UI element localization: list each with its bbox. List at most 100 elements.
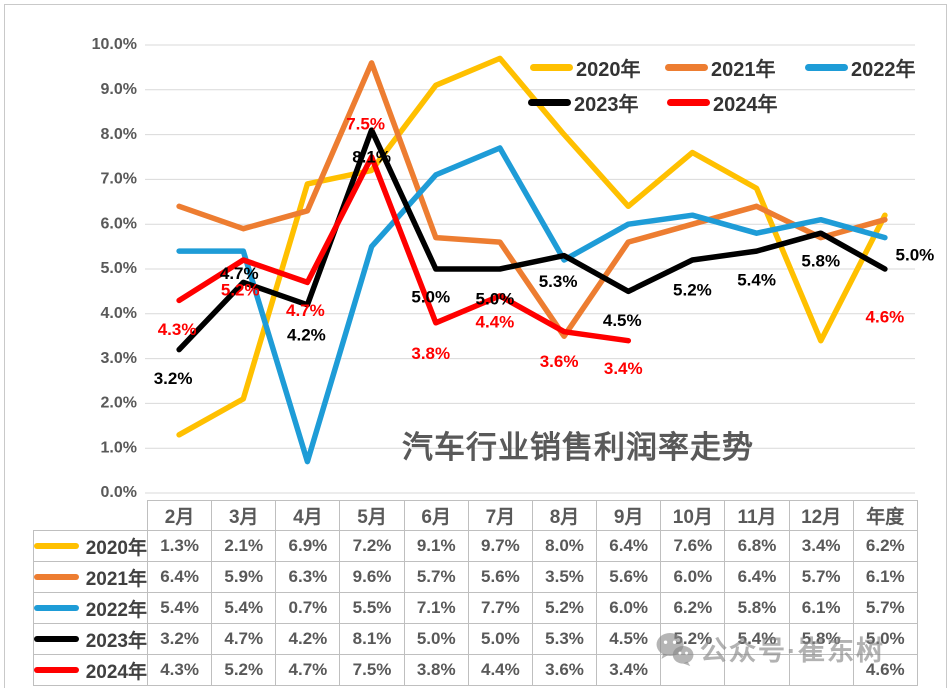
series-line-2021年 — [176, 60, 888, 339]
table-value-cell — [660, 654, 726, 686]
table-value-cell: 5.2% — [660, 623, 726, 655]
point-labels-2023年: 3.2% 4.7% 4.2% 8.1% 5.0% 5.0% 5.3% 4.5% 5.2% 5.4%… — [154, 148, 935, 389]
data-label: 3.6% — [540, 352, 579, 371]
table-header-cell: 11月 — [724, 500, 790, 531]
table-row: 2023年 3.2% 4.7% 4.2% 8.1% 5.0% 5.0% 5.3% 4.5% 5.2… — [33, 623, 918, 655]
series-name: 2021年 — [85, 568, 147, 590]
table-value-cell: 6.1% — [788, 592, 854, 624]
series-name: 2020年 — [85, 537, 147, 559]
table-value-cell: 7.5% — [339, 654, 405, 686]
year-row-label: 2022年 — [33, 592, 148, 624]
legend-key-line — [667, 98, 710, 106]
series-line-2022年 — [176, 145, 888, 465]
table-value-cell: 5.5% — [339, 592, 405, 624]
table-value-cell: 4.5% — [596, 623, 662, 655]
table-value-cell: 6.0% — [660, 561, 726, 593]
legend-item-2022: 2022年 — [805, 56, 916, 81]
data-label: 5.4% — [737, 271, 776, 290]
data-label: 4.3% — [158, 320, 197, 339]
data-label: 5.2% — [221, 281, 260, 300]
table-value-cell: 3.6% — [531, 654, 598, 686]
table-value-cell: 6.0% — [596, 592, 662, 624]
table-value-cell: 4.6% — [852, 654, 918, 686]
data-label: 5.8% — [801, 252, 840, 271]
year-row-label: 2020年 — [33, 530, 148, 562]
table-value-cell: 5.8% — [724, 592, 790, 624]
table-value-cell: 7.6% — [660, 530, 726, 562]
series-key-line — [34, 636, 79, 642]
legend-key-line — [528, 98, 571, 106]
table-header-cell: 年度 — [852, 500, 918, 531]
legend-item-2023: 2023年 — [528, 91, 639, 116]
table-value-cell: 4.3% — [146, 654, 213, 686]
table-header-cell: 10月 — [660, 500, 726, 531]
legend-label: 2020年 — [576, 58, 641, 81]
point-labels-2024年: 4.3%5.2%4.7%7.5%3.8%4.4%3.6% 3.4%4.6% — [158, 114, 905, 378]
series-name: 2022年 — [85, 599, 147, 621]
table-value-cell: 5.0% — [467, 623, 533, 655]
data-label: 4.2% — [287, 325, 326, 344]
legend-key-line — [665, 63, 708, 71]
year-row-label: 2024年 — [33, 654, 148, 686]
table-value-cell: 7.7% — [467, 592, 533, 624]
y-tick-label: 8.0% — [101, 126, 137, 143]
y-tick-label: 6.0% — [101, 215, 137, 232]
data-label: 3.4% — [604, 359, 643, 378]
legend-label: 2023年 — [574, 93, 639, 116]
table-value-cell: 9.6% — [339, 561, 405, 593]
table-value-cell: 5.6% — [467, 561, 533, 593]
table-value-cell: 5.2% — [211, 654, 277, 686]
table-corner-blank — [33, 500, 148, 531]
table-value-cell: 3.2% — [146, 623, 213, 655]
series-key-line — [34, 543, 79, 549]
series-key-line — [34, 574, 79, 580]
table-value-cell: 5.4% — [146, 592, 213, 624]
table-header-cell: 7月 — [467, 500, 533, 531]
table-value-cell: 3.5% — [531, 561, 598, 593]
y-tick-label: 10.0% — [92, 36, 137, 53]
table-value-cell: 3.4% — [788, 530, 854, 562]
table-value-cell: 7.2% — [339, 530, 405, 562]
series-line-2024年 — [179, 157, 885, 341]
legend-key-line — [805, 63, 848, 71]
table-value-cell: 5.0% — [403, 623, 469, 655]
table-value-cell: 6.4% — [596, 530, 662, 562]
table-value-cell: 6.1% — [852, 561, 918, 593]
table-row: 2021年 6.4% 5.9% 6.3% 9.6% 5.7% 5.6% 3.5% 5.6% 6.0… — [33, 561, 918, 593]
table-value-cell: 2.1% — [211, 530, 277, 562]
series-name: 2024年 — [85, 661, 147, 683]
year-row-label: 2023年 — [33, 623, 148, 655]
table-value-cell: 6.8% — [724, 530, 790, 562]
legend-key-line — [530, 63, 573, 71]
table-value-cell: 4.7% — [275, 654, 341, 686]
table-value-cell: 5.7% — [852, 592, 918, 624]
table-value-cell: 7.1% — [403, 592, 469, 624]
table-value-cell: 5.4% — [724, 623, 790, 655]
series-line-2023年 — [176, 127, 888, 353]
y-axis-tick-labels: 0.0% 1.0% 2.0% 3.0% 4.0% 5.0% 6.0% 7.0% 8.0% 9.0%… — [92, 36, 137, 500]
table-value-cell: 5.7% — [403, 561, 469, 593]
legend-item-2020: 2020年 — [530, 56, 641, 81]
table-value-cell: 6.4% — [724, 561, 790, 593]
year-row-label: 2021年 — [33, 561, 148, 593]
data-label: 4.4% — [476, 312, 515, 331]
y-tick-label: 4.0% — [101, 305, 137, 322]
legend-item-2024: 2024年 — [667, 91, 778, 116]
table-value-cell: 6.9% — [275, 530, 341, 562]
table-value-cell: 5.9% — [211, 561, 277, 593]
line-chart-plot: 0.0% 1.0% 2.0% 3.0% 4.0% 5.0% 6.0% 7.0% 8.0% 9.0%… — [92, 36, 935, 500]
data-label: 4.5% — [603, 311, 642, 330]
table-row: 2020年 1.3% 2.1% 6.9% 7.2% 9.1% 9.7% 8.0% 6.4% 7.6… — [33, 530, 918, 562]
series-name: 2023年 — [85, 630, 147, 652]
table-value-cell: 5.8% — [788, 623, 854, 655]
legend-item-2021: 2021年 — [665, 56, 776, 81]
y-tick-label: 3.0% — [101, 350, 137, 367]
data-label: 3.8% — [411, 344, 450, 363]
table-value-cell — [724, 654, 790, 686]
table-header-cell: 8月 — [531, 500, 598, 531]
data-label: 5.0% — [476, 289, 515, 308]
table-value-cell: 5.6% — [596, 561, 662, 593]
data-table: 2月 3月 4月 5月 6月 7月 8月 9月 10月 11月 12月 年度 2020年 1.3% 2.1%… — [33, 500, 918, 686]
table-value-cell: 5.3% — [531, 623, 598, 655]
